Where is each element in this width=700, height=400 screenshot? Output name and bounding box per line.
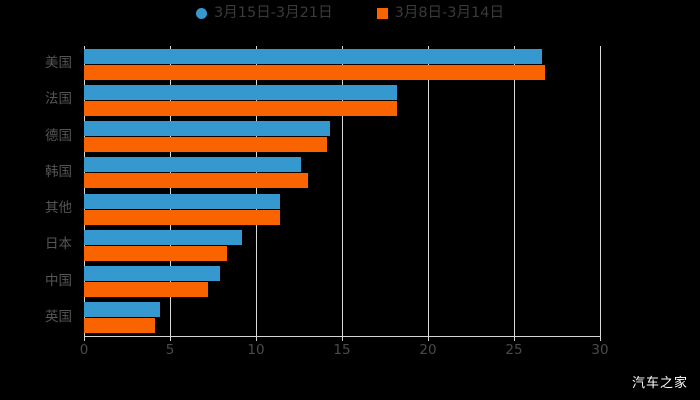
x-tick-mark <box>256 336 257 341</box>
bar-group: 美国 <box>45 48 600 80</box>
gridline <box>256 46 257 336</box>
bar[interactable] <box>84 318 155 334</box>
x-tick-label: 0 <box>79 342 89 358</box>
bar[interactable] <box>84 100 398 116</box>
gridline <box>170 46 171 336</box>
legend-item-series-a[interactable]: 3月15日-3月21日 <box>196 6 333 21</box>
bar[interactable] <box>84 121 330 137</box>
bar[interactable] <box>84 137 327 153</box>
bar[interactable] <box>84 302 160 318</box>
x-tick-label: 5 <box>165 342 175 358</box>
category-label: 美国 <box>45 55 72 72</box>
x-tick-label: 20 <box>419 342 437 358</box>
bar[interactable] <box>84 157 301 173</box>
category-label: 英国 <box>45 308 72 325</box>
gridline <box>600 46 601 336</box>
legend-item-series-b[interactable]: 3月8日-3月14日 <box>376 5 504 21</box>
bar[interactable] <box>84 209 281 225</box>
chart-legend: 3月15日-3月21日 3月8日-3月14日 <box>0 6 700 21</box>
category-label: 德国 <box>45 127 72 144</box>
legend-label-series-a: 3月15日-3月21日 <box>214 5 333 21</box>
bar-group: 英国 <box>45 302 600 334</box>
category-label: 其他 <box>45 200 72 217</box>
watermark: 汽车之家 <box>631 376 688 391</box>
x-tick-mark <box>342 336 343 341</box>
x-tick-mark <box>84 336 85 341</box>
category-label: 中国 <box>45 272 72 289</box>
category-label: 韩国 <box>45 163 72 180</box>
square-marker-icon <box>376 7 388 19</box>
x-tick-label: 30 <box>591 342 609 358</box>
bar-group: 韩国 <box>45 157 600 189</box>
bar[interactable] <box>84 48 542 64</box>
x-tick-mark <box>170 336 171 341</box>
category-label: 日本 <box>45 236 72 253</box>
category-label: 法国 <box>45 91 72 108</box>
bar[interactable] <box>84 193 281 209</box>
x-tick-label: 25 <box>505 342 523 358</box>
plot-area: 0 5 10 15 20 25 30 美国法国德国韩国其他日本中国英国 <box>45 46 609 357</box>
y-axis-line <box>84 46 85 336</box>
x-tick-mark <box>514 336 515 341</box>
bar[interactable] <box>84 64 545 80</box>
legend-label-series-b: 3月8日-3月14日 <box>394 5 504 21</box>
bar[interactable] <box>84 282 208 298</box>
gridline <box>428 46 429 336</box>
gridline <box>342 46 343 336</box>
bar[interactable] <box>84 245 227 261</box>
bar-group: 法国 <box>45 84 600 116</box>
x-tick-label: 10 <box>247 342 265 358</box>
x-tick-mark <box>428 336 429 341</box>
x-tick-label: 15 <box>333 342 351 358</box>
bar[interactable] <box>84 173 308 189</box>
bar[interactable] <box>84 84 398 100</box>
bar-group: 其他 <box>45 193 600 225</box>
circle-marker-icon <box>196 7 208 19</box>
bar[interactable] <box>84 266 220 282</box>
gridline <box>514 46 515 336</box>
x-tick-mark <box>600 336 601 341</box>
bar-group: 日本 <box>45 229 600 261</box>
bar-group: 德国 <box>45 121 600 153</box>
bar[interactable] <box>84 229 243 245</box>
bar-group: 中国 <box>45 266 600 298</box>
